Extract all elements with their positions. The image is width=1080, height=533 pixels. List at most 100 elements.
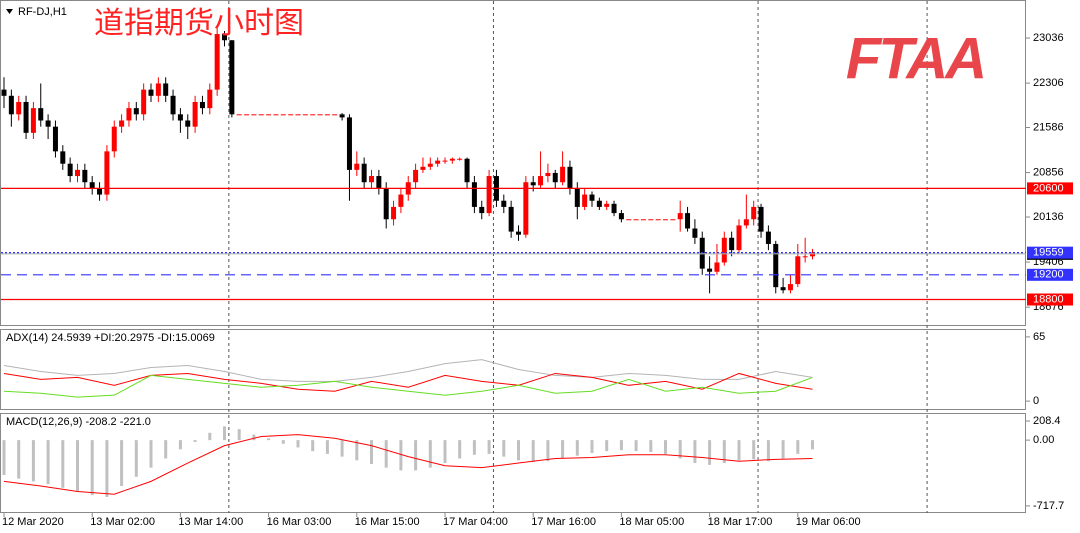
candle-body (126, 108, 132, 121)
candle-body (545, 172, 551, 177)
candle-body (538, 176, 544, 186)
price-tag (1027, 182, 1073, 195)
candle-body (552, 172, 558, 183)
price-tag (1027, 268, 1073, 281)
candle-body (67, 163, 73, 177)
candle-body (780, 287, 786, 291)
indicator-line (3, 372, 813, 392)
candle-body (692, 228, 698, 238)
histogram-bar (428, 440, 432, 468)
candle-body (677, 213, 683, 220)
histogram-bar (370, 440, 373, 464)
histogram-bar (605, 440, 609, 452)
histogram-bar (399, 440, 403, 471)
candle-body (655, 219, 661, 221)
histogram-bar (76, 440, 79, 492)
price-tag-label: 19200 (1033, 269, 1064, 281)
candle-body (435, 160, 441, 164)
candle-body (251, 114, 257, 116)
histogram-bar (208, 432, 212, 441)
candle-body (523, 182, 529, 235)
candle-body (104, 151, 110, 195)
candle-body (82, 169, 88, 183)
price-tag (1027, 246, 1073, 259)
candle-body (611, 203, 617, 214)
candle-body (280, 114, 286, 116)
main-panel (0, 0, 1026, 326)
histogram-bar (619, 440, 623, 451)
histogram-bar (649, 440, 653, 453)
candle-body (244, 114, 250, 116)
histogram-bar (355, 440, 359, 461)
histogram-bar (61, 440, 65, 488)
candle-body (155, 83, 161, 96)
candle-body (302, 114, 308, 116)
histogram-bar (634, 440, 638, 452)
histogram-bar (502, 440, 506, 457)
histogram-bar (17, 440, 21, 479)
candle-body (236, 114, 242, 116)
candle-body (633, 219, 639, 221)
histogram-bar (752, 440, 756, 460)
candle-body (773, 243, 779, 288)
candle-body (427, 163, 433, 167)
candle-body (141, 89, 147, 115)
histogram-bar (296, 440, 300, 448)
candle-body (369, 176, 374, 183)
candle-body (148, 89, 154, 96)
candle-body (89, 182, 95, 189)
candle-body (30, 108, 36, 133)
candle-body (75, 169, 80, 177)
y-tick-label: 0.00 (1033, 434, 1054, 446)
candle-body (23, 101, 29, 133)
candle-body (310, 114, 316, 116)
histogram-bar (252, 434, 256, 441)
candle-body (501, 200, 507, 207)
candle-body (765, 231, 771, 244)
candle-body (199, 101, 205, 109)
candle-body (516, 231, 521, 235)
candle-body (1, 89, 7, 96)
x-tick-label: 18 Mar 05:00 (619, 516, 684, 528)
candle-body (530, 182, 536, 186)
y-tick-label: 65 (1033, 331, 1045, 343)
macd-panel (0, 413, 1026, 513)
candle-body (743, 219, 749, 226)
logo: FTAA (846, 26, 984, 91)
candle-body (273, 114, 279, 116)
candle-body (177, 114, 183, 121)
candle-body (16, 101, 22, 115)
histogram-bar (708, 440, 712, 465)
price-tag-label: 20600 (1033, 182, 1064, 194)
x-tick-label: 19 Mar 06:00 (796, 516, 861, 528)
candle-body (133, 108, 139, 115)
histogram-bar (517, 440, 520, 461)
x-tick-label: 18 Mar 17:00 (708, 516, 773, 528)
x-tick-label: 13 Mar 02:00 (90, 516, 155, 528)
y-tick-label: 20856 (1033, 166, 1064, 178)
histogram-bar (458, 440, 462, 459)
indicator-line (3, 434, 813, 495)
candle-body (324, 114, 330, 116)
histogram-bar (237, 429, 241, 441)
candle-body (685, 213, 691, 229)
histogram-bar (693, 440, 697, 464)
candle-body (449, 158, 455, 161)
candle-body (582, 194, 588, 207)
indicator-label: ADX(14) 24.5939 +DI:20.2975 -DI:15.0069 (6, 332, 215, 344)
candle-body (640, 219, 646, 221)
candle-body (714, 262, 720, 272)
candle-body (442, 160, 448, 162)
candle-body (163, 83, 169, 96)
y-tick-label: 22306 (1033, 77, 1064, 89)
histogram-bar (766, 440, 770, 462)
histogram-bar (575, 440, 579, 456)
candle-body (317, 114, 323, 116)
candle-body (508, 206, 514, 232)
candle-body (457, 158, 463, 160)
histogram-bar (31, 440, 35, 482)
histogram-bar (546, 440, 550, 462)
candle-body (258, 114, 264, 116)
candle-body (626, 219, 632, 221)
